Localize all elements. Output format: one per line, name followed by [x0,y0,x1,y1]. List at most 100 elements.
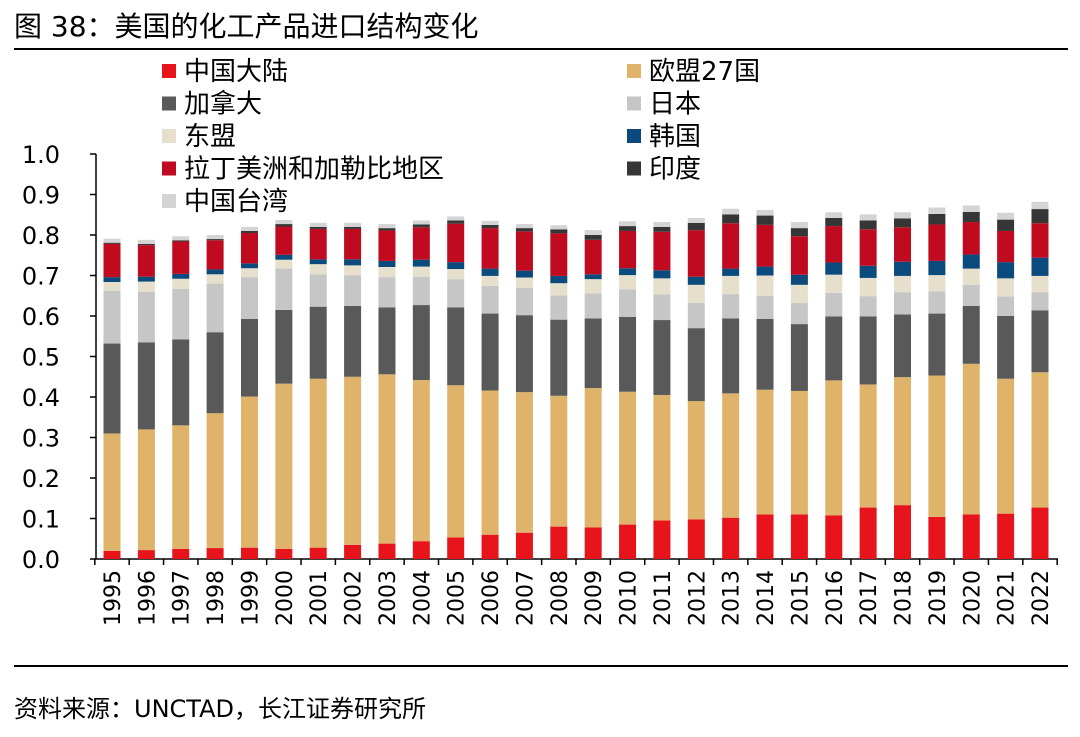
bar-segment-2010-s8 [619,221,637,227]
bar-segment-2001-s3 [309,274,327,307]
bar-segment-2013-s7 [722,214,740,224]
bar-segment-2008-s7 [550,229,568,234]
bar-segment-2005-s6 [447,223,465,263]
x-tick-label: 1995 [101,570,126,626]
chart-axes: 0.0 0.1 0.2 0.3 0.4 0.5 0.6 0.7 0.8 0.9 1.0 1995 199… [22,141,1058,626]
bar-segment-2019-s7 [928,213,946,225]
legend-swatch [627,161,641,176]
bar-segment-2011-s7 [653,226,671,232]
bar-segment-2004-s1 [412,379,430,542]
bar-segment-2007-s2 [515,315,533,393]
bar-segment-2009-s4 [584,279,602,294]
bar-segment-2014-s3 [756,295,774,319]
legend-item: 东盟 [162,122,236,152]
x-tick-label: 2008 [548,570,573,626]
bar-segment-1995-s1 [103,433,121,551]
bar-stack-2003 [378,224,396,559]
bar-segment-2004-s3 [412,276,430,306]
bar-segment-2003-s0 [378,543,396,559]
bar-segment-2021-s4 [997,278,1015,297]
bar-segment-2010-s0 [619,524,637,559]
bar-segment-2007-s6 [515,231,533,271]
bar-segment-2001-s5 [309,259,327,265]
bar-stack-2011 [653,222,671,559]
bar-segment-2005-s1 [447,385,465,538]
bar-segment-1998-s6 [206,240,224,270]
bar-segment-2020-s7 [962,211,980,223]
bar-segment-2014-s2 [756,318,774,390]
bar-segment-2018-s0 [894,505,912,559]
bar-segment-2005-s7 [447,220,465,224]
bar-segment-2004-s5 [412,259,430,267]
bar-segment-1999-s5 [240,263,258,269]
bar-segment-2016-s0 [825,515,843,559]
bar-stack-2013 [722,208,740,559]
bar-segment-1999-s0 [240,547,258,559]
bar-segment-2015-s3 [790,303,808,325]
x-tick-label: 2021 [995,570,1020,626]
bar-segment-2000-s1 [275,383,293,549]
bar-segment-2009-s7 [584,235,602,240]
bar-stack-2002 [344,222,362,559]
legend-swatch [162,161,176,176]
x-tick-label: 2004 [410,570,435,626]
bar-segment-2014-s5 [756,266,774,276]
bar-segment-2007-s1 [515,392,533,533]
bar-segment-2002-s8 [344,222,362,227]
legend-item: 欧盟27国 [627,57,760,87]
bar-segment-2022-s4 [1031,275,1049,293]
bar-segment-2021-s3 [997,296,1015,316]
bar-segment-2019-s4 [928,275,946,292]
bar-stack-1998 [206,235,224,559]
bar-segment-2000-s2 [275,309,293,384]
legend-item: 印度 [627,155,701,185]
bar-segment-2004-s7 [412,224,430,228]
bar-segment-2010-s5 [619,268,637,276]
bar-segment-2015-s4 [790,284,808,304]
bar-segment-2020-s0 [962,514,980,559]
legend-item: 中国台湾 [162,187,288,217]
bar-segment-2018-s1 [894,377,912,506]
bar-segment-2017-s1 [859,384,877,508]
bar-segment-2019-s6 [928,224,946,261]
bar-segment-2014-s0 [756,514,774,559]
legend-swatch [627,96,641,111]
bar-segment-2012-s4 [687,284,705,304]
bar-segment-2017-s4 [859,277,877,297]
bar-segment-2018-s3 [894,292,912,315]
bar-segment-2002-s1 [344,376,362,545]
bar-segment-2019-s0 [928,516,946,559]
bar-segment-2009-s5 [584,274,602,280]
bar-segment-2022-s5 [1031,257,1049,276]
bar-segment-2002-s0 [344,544,362,559]
bar-segment-2011-s3 [653,294,671,321]
x-tick-label: 2001 [307,570,332,626]
bar-segment-2015-s6 [790,236,808,275]
legend-label: 欧盟27国 [649,57,760,87]
bar-segment-2020-s2 [962,305,980,364]
bar-segment-1995-s0 [103,550,121,559]
bar-segment-2020-s3 [962,284,980,306]
bar-segment-2012-s3 [687,303,705,329]
x-tick-label: 2022 [1029,570,1054,626]
bar-segment-2008-s1 [550,395,568,527]
bar-segment-2020-s6 [962,222,980,255]
bar-segment-2013-s0 [722,517,740,559]
bar-segment-2018-s5 [894,261,912,276]
bar-segment-2016-s6 [825,226,843,263]
bar-segment-2010-s7 [619,226,637,231]
bar-segment-2009-s8 [584,230,602,235]
legend-swatch [627,129,641,143]
bar-segment-2022-s0 [1031,507,1049,559]
y-tick-label: 0.3 [22,425,60,453]
bar-segment-2013-s5 [722,268,740,276]
bar-segment-2010-s3 [619,289,637,317]
bar-segment-2021-s0 [997,513,1015,559]
x-tick-label: 2012 [685,570,710,626]
y-tick-label: 0.5 [22,344,60,372]
y-tick-label: 0.4 [22,384,60,412]
bar-segment-2000-s7 [275,224,293,227]
legend-label: 韩国 [649,122,701,152]
bar-segment-2009-s2 [584,318,602,389]
